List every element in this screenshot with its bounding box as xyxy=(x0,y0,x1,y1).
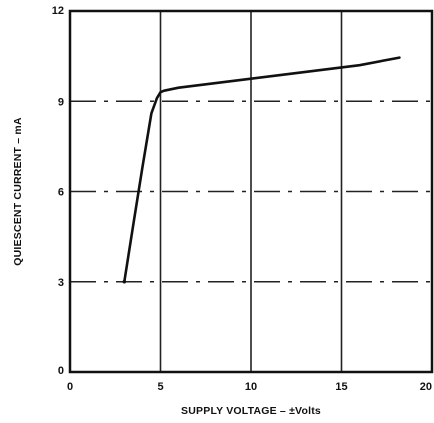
x-tick-label-4: 20 xyxy=(420,381,432,393)
grid-lines xyxy=(70,11,432,372)
data-point-0-0 xyxy=(122,279,127,284)
x-axis-label: SUPPLY VOLTAGE – ±Volts xyxy=(181,405,321,417)
tick-labels: 0 5 10 15 20 0 3 6 9 12 xyxy=(52,5,432,393)
series-line-0 xyxy=(123,56,401,284)
x-tick-label-1: 5 xyxy=(157,381,163,393)
plot-frame xyxy=(68,9,434,374)
x-tick-label-2: 10 xyxy=(245,381,257,393)
series-layer xyxy=(122,56,401,284)
x-tick-label-3: 15 xyxy=(335,381,347,393)
y-axis-label: QUIESCENT CURRENT – mA xyxy=(12,117,24,266)
y-tick-label-1: 3 xyxy=(58,277,64,289)
y-tick-label-2: 6 xyxy=(58,187,64,199)
y-tick-label-4: 12 xyxy=(52,5,64,17)
y-tick-label-3: 9 xyxy=(58,96,64,108)
y-tick-label-0: 0 xyxy=(58,365,64,377)
x-tick-label-0: 0 xyxy=(67,381,73,393)
